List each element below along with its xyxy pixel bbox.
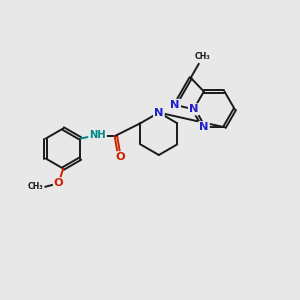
Text: N: N [189, 104, 198, 114]
Text: N: N [170, 100, 180, 110]
Text: NH: NH [89, 130, 106, 140]
Text: N: N [189, 104, 198, 114]
Text: O: O [116, 152, 125, 162]
Text: O: O [54, 178, 64, 188]
Text: CH₃: CH₃ [195, 52, 211, 61]
Text: O: O [54, 178, 64, 188]
Text: N: N [170, 100, 180, 110]
Text: CH₃: CH₃ [28, 182, 44, 191]
Text: N: N [199, 122, 208, 132]
Text: O: O [116, 152, 125, 162]
Text: N: N [199, 122, 208, 132]
Text: N: N [154, 108, 164, 118]
Text: NH: NH [89, 130, 106, 140]
Text: N: N [154, 108, 164, 118]
